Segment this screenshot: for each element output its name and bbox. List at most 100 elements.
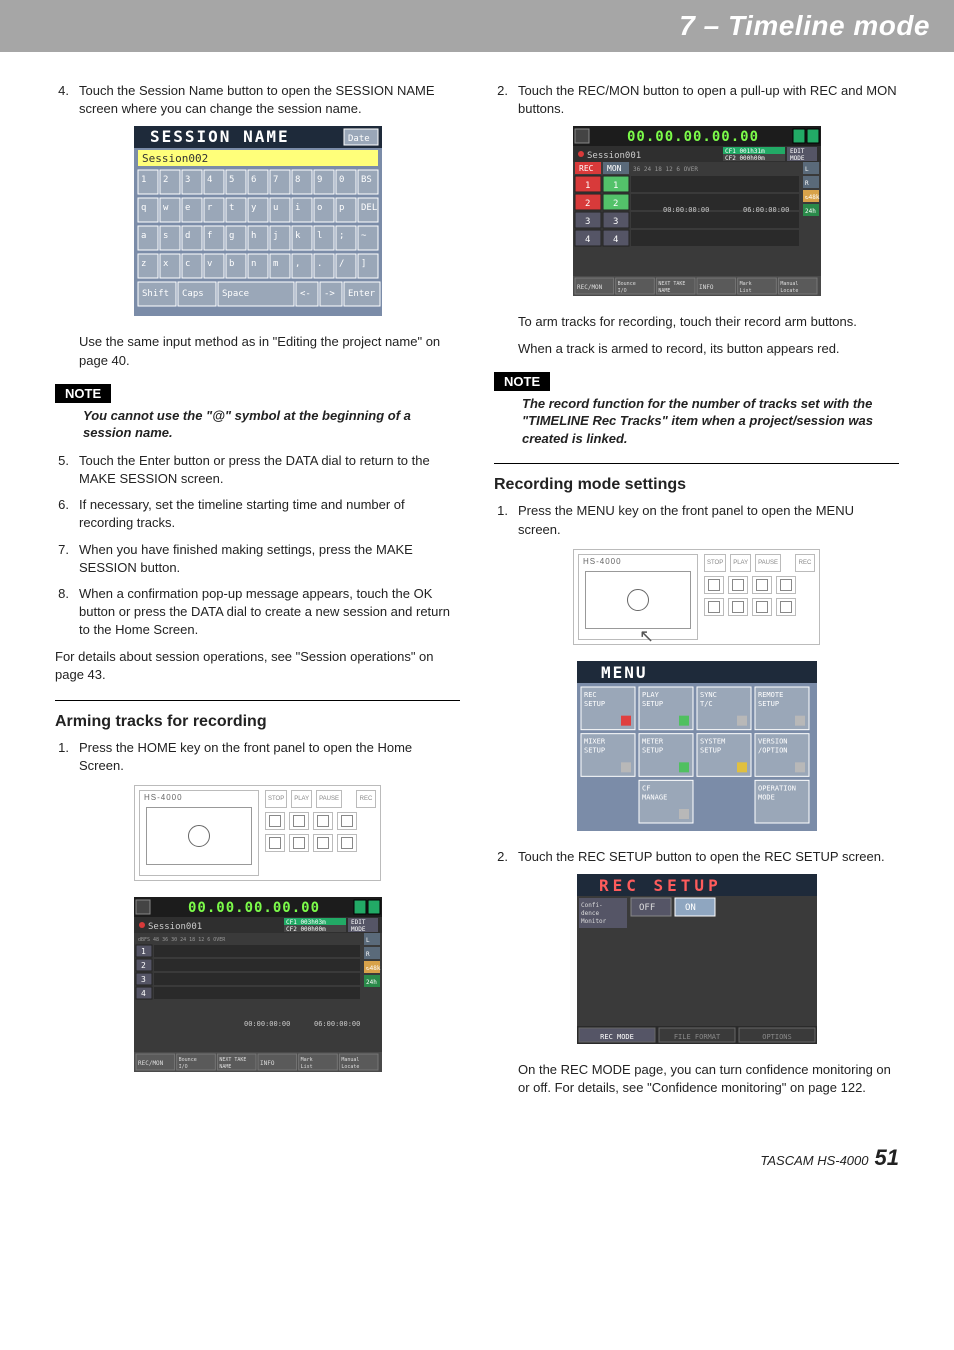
svg-text:DEL: DEL bbox=[361, 203, 377, 213]
svg-text:Session001: Session001 bbox=[148, 922, 202, 932]
svg-text:i: i bbox=[295, 203, 300, 213]
recmon-figure: 00.00.00.00.00Session001CF1 001h31mCF2 0… bbox=[494, 126, 899, 299]
step-text: When a confirmation pop-up message appea… bbox=[79, 585, 460, 640]
svg-text:EDIT: EDIT bbox=[790, 148, 805, 155]
svg-text:c: c bbox=[185, 259, 190, 269]
step-number: 7. bbox=[55, 541, 69, 577]
svg-text:Shift: Shift bbox=[142, 289, 169, 299]
step-number: 1. bbox=[494, 502, 508, 538]
svg-text:REC MODE: REC MODE bbox=[600, 1033, 634, 1041]
svg-text:NAME: NAME bbox=[658, 288, 670, 294]
svg-text:g: g bbox=[229, 231, 234, 241]
svg-text:MON: MON bbox=[607, 164, 622, 173]
svg-text:OFF: OFF bbox=[639, 903, 655, 913]
svg-text:24h: 24h bbox=[805, 208, 816, 215]
svg-text:R: R bbox=[366, 951, 370, 958]
svg-text:1: 1 bbox=[613, 181, 618, 191]
svg-text:NEXT TAKE: NEXT TAKE bbox=[658, 281, 685, 287]
svg-text:↻48k: ↻48k bbox=[805, 194, 820, 201]
svg-text:v: v bbox=[207, 259, 212, 269]
svg-text:1: 1 bbox=[585, 181, 590, 191]
svg-text:ON: ON bbox=[685, 903, 696, 913]
svg-text:q: q bbox=[141, 203, 146, 213]
svg-text:CF: CF bbox=[642, 784, 650, 792]
step: 4. Touch the Session Name button to open… bbox=[55, 82, 460, 118]
svg-text:x: x bbox=[163, 259, 169, 269]
svg-text:o: o bbox=[317, 203, 322, 213]
svg-text:,: , bbox=[295, 259, 300, 269]
svg-text:2: 2 bbox=[163, 175, 168, 185]
device-model-label: HS-4000 bbox=[583, 557, 622, 566]
timeline-figure: 00.00.00.00.00Session001CF1 003h03mCF2 0… bbox=[55, 897, 460, 1075]
session-name-figure: SESSION NAME Date Session002 1234567890B… bbox=[55, 126, 460, 319]
svg-text:24h: 24h bbox=[366, 979, 377, 986]
svg-text:.: . bbox=[317, 259, 322, 269]
svg-text:->: -> bbox=[324, 289, 335, 299]
svg-text:T/C: T/C bbox=[700, 700, 713, 708]
svg-text:3: 3 bbox=[141, 975, 146, 984]
svg-text:VERSION: VERSION bbox=[758, 737, 788, 745]
device-illustration: HS-4000 STOP PLAY PAUSE REC bbox=[55, 785, 460, 881]
svg-text:z: z bbox=[141, 259, 146, 269]
svg-text:;: ; bbox=[339, 231, 344, 241]
knob-icon bbox=[188, 825, 210, 847]
svg-text:/: / bbox=[339, 259, 344, 269]
svg-text:n: n bbox=[251, 259, 256, 269]
step-text: Touch the Session Name button to open th… bbox=[79, 82, 460, 118]
svg-text:6: 6 bbox=[251, 175, 256, 185]
svg-text:List: List bbox=[739, 288, 751, 294]
svg-text:m: m bbox=[273, 259, 278, 269]
svg-text:l: l bbox=[317, 231, 322, 241]
svg-text:p: p bbox=[339, 203, 344, 213]
svg-text:I/O: I/O bbox=[617, 288, 626, 294]
svg-text:/OPTION: /OPTION bbox=[758, 746, 788, 754]
recsetup-figure: REC SETUPConfi-denceMonitorOFFONREC MODE… bbox=[494, 874, 899, 1047]
svg-text:Space: Space bbox=[222, 289, 249, 299]
svg-text:8: 8 bbox=[295, 175, 300, 185]
svg-text:36 24 18: 36 24 18 12 6 OVER bbox=[633, 166, 698, 173]
svg-text:Session001: Session001 bbox=[587, 151, 641, 161]
svg-text:FILE FORMAT: FILE FORMAT bbox=[673, 1033, 720, 1041]
svg-text:REC/MON: REC/MON bbox=[577, 284, 603, 291]
step-text: Touch the Enter button or press the DATA… bbox=[79, 452, 460, 488]
svg-text:METER: METER bbox=[642, 737, 664, 745]
svg-text:dence: dence bbox=[581, 910, 599, 917]
svg-text:u: u bbox=[273, 203, 278, 213]
menu-figure: MENURECSETUPPLAYSETUPSYNCT/CREMOTESETUPM… bbox=[494, 661, 899, 834]
svg-text:~: ~ bbox=[361, 231, 367, 241]
cursor-icon: ↖ bbox=[639, 626, 654, 647]
svg-text:SETUP: SETUP bbox=[642, 746, 663, 754]
svg-text:NEXT TAKE: NEXT TAKE bbox=[219, 1057, 246, 1063]
date-button-label[interactable]: Date bbox=[348, 134, 370, 144]
svg-text:EDIT: EDIT bbox=[351, 919, 366, 926]
svg-text:4: 4 bbox=[585, 235, 590, 245]
section-rule bbox=[55, 700, 460, 701]
svg-text:2: 2 bbox=[585, 199, 590, 209]
section-heading-arming: Arming tracks for recording bbox=[55, 713, 460, 731]
svg-text:BS: BS bbox=[361, 175, 372, 185]
svg-text:Confi-: Confi- bbox=[581, 902, 603, 909]
step-text: On the REC MODE page, you can turn confi… bbox=[518, 1061, 899, 1097]
device-button-cluster: STOP PLAY PAUSE REC bbox=[265, 790, 376, 852]
svg-text:Bounce: Bounce bbox=[178, 1057, 196, 1063]
svg-text:CF1 001h31m: CF1 001h31m bbox=[725, 148, 765, 155]
chapter-banner: 7 – Timeline mode bbox=[0, 0, 954, 52]
step-text: Use the same input method as in "Editing… bbox=[79, 333, 460, 369]
svg-text:NAME: NAME bbox=[219, 1064, 231, 1070]
svg-text:Locate: Locate bbox=[780, 288, 798, 294]
session-name-input[interactable]: Session002 bbox=[142, 152, 208, 165]
svg-text:REC SETUP: REC SETUP bbox=[599, 876, 722, 895]
svg-text:k: k bbox=[295, 231, 301, 241]
step-text: If necessary, set the timeline starting … bbox=[79, 496, 460, 532]
svg-text:2: 2 bbox=[613, 199, 618, 209]
paragraph: Use the same input method as in "Editing… bbox=[55, 333, 460, 369]
step-text: Press the MENU key on the front panel to… bbox=[518, 502, 899, 538]
note-text: You cannot use the "@" symbol at the beg… bbox=[83, 407, 460, 442]
svg-text:SYSTEM: SYSTEM bbox=[700, 737, 725, 745]
svg-text:y: y bbox=[251, 203, 257, 213]
note-label: NOTE bbox=[55, 384, 111, 403]
svg-text:MODE: MODE bbox=[790, 155, 805, 162]
step-text: When a track is armed to record, its but… bbox=[518, 340, 899, 358]
footer-product-name: TASCAM HS-4000 bbox=[760, 1153, 868, 1168]
svg-text:CF1 003h03m: CF1 003h03m bbox=[286, 919, 326, 926]
